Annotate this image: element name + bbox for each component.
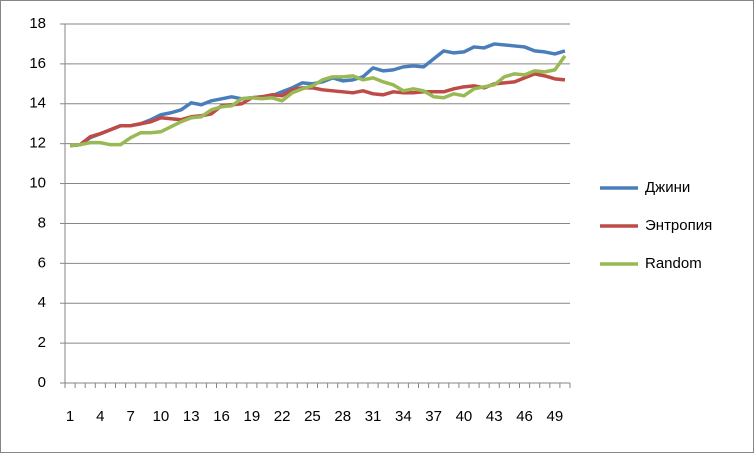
y-tick-label: 4 [38, 294, 46, 311]
x-tick-label: 49 [547, 408, 564, 425]
x-tick-label: 28 [334, 408, 351, 425]
x-tick-label: 22 [274, 408, 291, 425]
x-tick-label: 46 [516, 408, 533, 425]
x-tick-label: 16 [213, 408, 230, 425]
y-tick-label: 8 [38, 214, 46, 231]
x-tick-label: 4 [96, 408, 104, 425]
y-tick-label: 2 [38, 334, 46, 351]
x-tick-label: 37 [425, 408, 442, 425]
x-tick-label: 43 [486, 408, 503, 425]
series-line [69, 54, 567, 148]
x-tick-label: 40 [456, 408, 473, 425]
x-tick-label: 1 [66, 408, 74, 425]
x-tick-label: 19 [244, 408, 261, 425]
legend-label: Энтропия [645, 217, 712, 234]
legend-label: Джини [645, 179, 690, 196]
y-tick-label: 10 [29, 175, 46, 192]
x-tick-label: 31 [365, 408, 382, 425]
y-tick-label: 0 [38, 374, 46, 391]
y-tick-label: 6 [38, 254, 46, 271]
x-tick-label: 10 [153, 408, 170, 425]
legend-label: Random [645, 255, 702, 272]
x-tick-label: 13 [183, 408, 200, 425]
y-tick-label: 12 [29, 135, 46, 152]
y-tick-label: 16 [29, 55, 46, 72]
y-tick-label: 14 [29, 95, 46, 112]
x-tick-label: 34 [395, 408, 412, 425]
y-tick-label: 18 [29, 15, 46, 32]
x-tick-label: 25 [304, 408, 321, 425]
x-tick-label: 7 [126, 408, 134, 425]
